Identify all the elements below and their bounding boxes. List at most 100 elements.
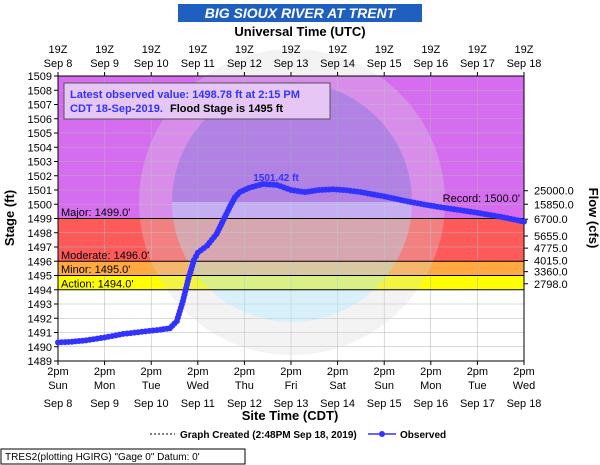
cdt-tick-day-10: Wed — [513, 380, 535, 392]
utc-tick-time-3: 19Z — [188, 44, 207, 56]
cdt-tick-day-9: Tue — [468, 380, 487, 392]
cdt-tick-day-5: Fri — [285, 380, 298, 392]
record-label: Record: 1500.0' — [443, 193, 520, 205]
flow-tick-label-7: 25000.0 — [534, 186, 574, 198]
utc-tick-time-10: 19Z — [515, 44, 534, 56]
utc-tick-time-2: 19Z — [142, 44, 161, 56]
utc-axis: 19Z Sep 8 19Z Sep 9 19Z Sep 10 19Z Sep 11 19Z Sep… — [44, 44, 542, 76]
cdt-tick-date-1: Sep 9 — [90, 398, 119, 410]
stage-axis: 1489 1490 1491 1492 1493 1494 1495 1496 1497 1498… — [28, 71, 58, 368]
cdt-tick-time-8: 2pm — [420, 366, 441, 378]
cdt-tick-time-7: 2pm — [373, 366, 394, 378]
stage-tick-label-5: 1494 — [28, 285, 52, 297]
cdt-tick-date-8: Sep 16 — [413, 398, 448, 410]
stage-tick-label-16: 1505 — [28, 128, 52, 140]
category-label-action: Action: 1494.0' — [61, 278, 133, 290]
utc-tick-time-1: 19Z — [95, 44, 114, 56]
flow-tick-label-5: 6700.0 — [534, 214, 568, 226]
latest-value-date: CDT 18-Sep-2019. — [70, 103, 163, 115]
cdt-tick-time-0: 2pm — [47, 366, 68, 378]
cdt-tick-time-2: 2pm — [140, 366, 161, 378]
stage-tick-label-8: 1497 — [28, 242, 52, 254]
latest-value-box: Latest observed value: 1498.78 ft at 2:1… — [63, 82, 331, 120]
cdt-tick-date-5: Sep 13 — [274, 398, 309, 410]
cdt-tick-date-3: Sep 11 — [181, 398, 215, 410]
flow-tick-label-3: 4775.0 — [534, 243, 568, 255]
legend-observed: Observed — [400, 430, 446, 441]
utc-tick-time-4: 19Z — [235, 44, 254, 56]
flood-stage-note: Flood Stage is 1495 ft — [170, 103, 283, 115]
cdt-tick-day-0: Sun — [48, 380, 68, 392]
utc-tick-date-2: Sep 10 — [134, 58, 169, 70]
utc-tick-date-7: Sep 15 — [367, 58, 402, 70]
cdt-axis: 2pm Sun Sep 8 2pm Mon Sep 9 2pm Tue Sep 10 2pm Wed… — [44, 361, 542, 410]
stage-tick-label-14: 1503 — [28, 157, 52, 169]
stage-tick-label-7: 1496 — [28, 256, 52, 268]
utc-tick-time-7: 19Z — [375, 44, 394, 56]
stage-axis-title: Stage (ft) — [2, 190, 17, 246]
flow-tick-label-0: 2798.0 — [534, 279, 568, 291]
flow-tick-label-4: 5655.0 — [534, 231, 568, 243]
cdt-tick-day-3: Wed — [187, 380, 209, 392]
utc-tick-date-6: Sep 14 — [320, 58, 355, 70]
utc-tick-time-8: 19Z — [421, 44, 440, 56]
category-label-moderate: Moderate: 1496.0' — [61, 250, 149, 262]
cdt-tick-date-4: Sep 12 — [227, 398, 262, 410]
utc-tick-time-0: 19Z — [49, 44, 68, 56]
stage-tick-label-6: 1495 — [28, 271, 52, 283]
title-bar — [178, 4, 422, 22]
stage-tick-label-10: 1499 — [28, 214, 52, 226]
observed-series — [55, 181, 527, 346]
stage-tick-label-17: 1506 — [28, 114, 52, 126]
stage-tick-label-18: 1507 — [28, 100, 52, 112]
cdt-tick-time-10: 2pm — [513, 366, 534, 378]
stage-tick-label-15: 1504 — [28, 142, 52, 154]
peak-label: 1501.42 ft — [253, 173, 299, 184]
utc-tick-date-1: Sep 9 — [90, 58, 119, 70]
utc-tick-date-10: Sep 18 — [507, 58, 542, 70]
cdt-tick-date-0: Sep 8 — [44, 398, 73, 410]
latest-value-text: Latest observed value: 1498.78 ft at 2:1… — [70, 89, 300, 101]
stage-tick-label-12: 1501 — [28, 185, 52, 197]
utc-tick-date-9: Sep 17 — [460, 58, 495, 70]
cdt-tick-time-9: 2pm — [467, 366, 488, 378]
cdt-tick-date-10: Sep 18 — [507, 398, 542, 410]
chart-title: BIG SIOUX RIVER AT TRENT — [205, 5, 397, 21]
cdt-tick-time-5: 2pm — [280, 366, 301, 378]
legend-observed-marker — [379, 431, 385, 437]
legend: Graph Created (2:48PM Sep 18, 2019) Obse… — [150, 430, 446, 441]
top-axis-title: Universal Time (UTC) — [234, 24, 365, 39]
utc-tick-time-5: 19Z — [282, 44, 301, 56]
utc-tick-date-4: Sep 12 — [227, 58, 262, 70]
utc-tick-date-0: Sep 8 — [44, 58, 73, 70]
cdt-tick-date-9: Sep 17 — [460, 398, 495, 410]
stage-tick-label-0: 1489 — [28, 356, 52, 368]
stage-tick-label-19: 1508 — [28, 85, 52, 97]
cdt-tick-day-4: Thu — [235, 380, 254, 392]
bottom-axis-title: Site Time (CDT) — [242, 408, 339, 423]
legend-created: Graph Created (2:48PM Sep 18, 2019) — [180, 430, 357, 441]
cdt-tick-time-3: 2pm — [187, 366, 208, 378]
stage-tick-label-13: 1502 — [28, 171, 52, 183]
stage-tick-label-1: 1490 — [28, 342, 52, 354]
stage-tick-label-20: 1509 — [28, 71, 52, 83]
category-labels: Action: 1494.0' Minor: 1495.0' Moderate: 1… — [61, 193, 520, 291]
cdt-tick-day-2: Tue — [142, 380, 161, 392]
flood-stage-text: CDT 18-Sep-2019. Flood Stage is 1495 ft — [70, 103, 283, 115]
stage-tick-label-11: 1500 — [28, 199, 52, 211]
utc-tick-date-8: Sep 16 — [413, 58, 448, 70]
cdt-tick-date-2: Sep 10 — [134, 398, 169, 410]
category-lines — [58, 218, 524, 291]
category-label-minor: Minor: 1495.0' — [61, 264, 130, 276]
cdt-tick-time-4: 2pm — [234, 366, 255, 378]
cdt-tick-day-8: Mon — [420, 380, 441, 392]
stage-tick-label-3: 1492 — [28, 313, 52, 325]
stage-tick-label-4: 1493 — [28, 299, 52, 311]
utc-tick-date-5: Sep 13 — [274, 58, 309, 70]
utc-tick-time-6: 19Z — [328, 44, 347, 56]
cdt-tick-day-7: Sun — [374, 380, 394, 392]
observed-point-161 — [521, 218, 527, 225]
cdt-tick-time-1: 2pm — [94, 366, 115, 378]
